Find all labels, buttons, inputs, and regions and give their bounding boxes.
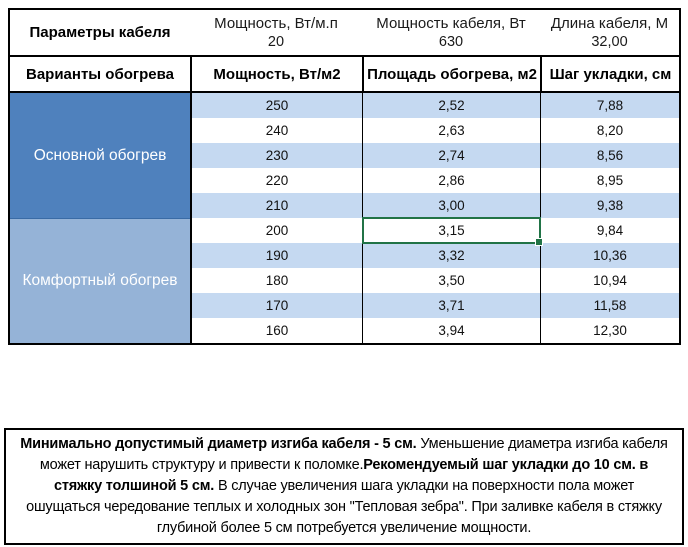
- note-text: Минимально допустимый диаметр изгиба каб…: [18, 434, 670, 539]
- cell-step[interactable]: 11,58: [540, 293, 679, 318]
- table-row: 180 3,50 10,94: [190, 268, 679, 293]
- cell-power[interactable]: 210: [190, 193, 362, 218]
- value-rows: 250 2,52 7,88 240 2,63 8,20 230 2,74 8,5…: [190, 93, 679, 343]
- cell-area[interactable]: 2,52: [362, 93, 540, 118]
- cable-calc-table: Параметры кабеля Мощность, Вт/м.п 20 Мощ…: [8, 8, 681, 345]
- header-cell-power[interactable]: Мощность, Вт/м2: [190, 57, 362, 91]
- table-row: 160 3,94 12,30: [190, 318, 679, 343]
- note-segment-bold: Минимально допустимый диаметр изгиба каб…: [20, 436, 417, 452]
- table-row: 230 2,74 8,56: [190, 143, 679, 168]
- section-column: Основной обогрев Комфортный обогрев: [10, 93, 190, 343]
- cell-step[interactable]: 8,20: [540, 118, 679, 143]
- cell-area[interactable]: 3,32: [362, 243, 540, 268]
- table-row: 250 2,52 7,88: [190, 93, 679, 118]
- note-box[interactable]: Минимально допустимый диаметр изгиба каб…: [4, 428, 684, 545]
- param-value-power-per-m: 20: [267, 34, 285, 50]
- param-label-cable-power: Мощность кабеля, Вт: [376, 15, 526, 32]
- section-comfort-heating[interactable]: Комфортный обогрев: [10, 218, 190, 343]
- heating-header-row: Варианты обогрева Мощность, Вт/м2 Площад…: [10, 55, 679, 93]
- param-value-cable-power: 630: [438, 34, 464, 50]
- table-row: 170 3,71 11,58: [190, 293, 679, 318]
- heating-body: Основной обогрев Комфортный обогрев 250 …: [10, 93, 679, 343]
- cell-step[interactable]: 12,30: [540, 318, 679, 343]
- header-cell-variants[interactable]: Варианты обогрева: [26, 65, 174, 83]
- param-label-cable-length: Длина кабеля, М: [550, 15, 669, 32]
- param-cell-power-per-m[interactable]: Мощность, Вт/м.п 20: [190, 10, 362, 55]
- cell-area[interactable]: 2,86: [362, 168, 540, 193]
- cell-area[interactable]: 3,50: [362, 268, 540, 293]
- note-segment: В случае увеличения шага укладки на пове…: [26, 478, 662, 536]
- cell-step[interactable]: 10,94: [540, 268, 679, 293]
- cell-power[interactable]: 230: [190, 143, 362, 168]
- cell-power[interactable]: 200: [190, 218, 362, 243]
- cell-step[interactable]: 10,36: [540, 243, 679, 268]
- table-row: 190 3,32 10,36: [190, 243, 679, 268]
- cable-params-title: Параметры кабеля: [29, 24, 171, 41]
- cell-power[interactable]: 240: [190, 118, 362, 143]
- cell-area[interactable]: 2,74: [362, 143, 540, 168]
- param-value-cable-length: 32,00: [591, 34, 628, 50]
- cell-step[interactable]: 8,95: [540, 168, 679, 193]
- cell-area[interactable]: 2,63: [362, 118, 540, 143]
- cell-step[interactable]: 9,84: [540, 218, 679, 243]
- cable-params-block: Параметры кабеля Мощность, Вт/м.п 20 Мощ…: [10, 10, 679, 55]
- header-cell-step[interactable]: Шаг укладки, см: [540, 57, 679, 91]
- table-row: 220 2,86 8,95: [190, 168, 679, 193]
- cell-power[interactable]: 220: [190, 168, 362, 193]
- cell-power[interactable]: 180: [190, 268, 362, 293]
- cell-power[interactable]: 160: [190, 318, 362, 343]
- param-label-power-per-m: Мощность, Вт/м.п: [214, 15, 338, 32]
- section-primary-heating[interactable]: Основной обогрев: [10, 93, 190, 218]
- cell-step[interactable]: 8,56: [540, 143, 679, 168]
- cell-area[interactable]: 3,00: [362, 193, 540, 218]
- table-row: 200 3,15 9,84: [190, 217, 679, 246]
- table-row: 240 2,63 8,20: [190, 118, 679, 143]
- table-row: 210 3,00 9,38: [190, 193, 679, 218]
- param-cell-cable-length[interactable]: Длина кабеля, М 32,00: [540, 10, 679, 55]
- note-segment-bold: Рекомендуемый шаг укладки до 10 см. в ст…: [53, 457, 649, 494]
- fill-handle[interactable]: [535, 238, 543, 246]
- note-segment: Уменьшение диаметра изгиба кабеля может …: [39, 436, 668, 473]
- cell-area[interactable]: 3,94: [362, 318, 540, 343]
- header-cell-area[interactable]: Площадь обогрева, м2: [362, 57, 540, 91]
- cell-area[interactable]: 3,71: [362, 293, 540, 318]
- cell-power[interactable]: 190: [190, 243, 362, 268]
- cell-step[interactable]: 7,88: [540, 93, 679, 118]
- param-cell-cable-power[interactable]: Мощность кабеля, Вт 630: [362, 10, 540, 55]
- cell-power[interactable]: 250: [190, 93, 362, 118]
- cell-step[interactable]: 9,38: [540, 193, 679, 218]
- cell-power[interactable]: 170: [190, 293, 362, 318]
- selected-cell[interactable]: 3,15: [362, 217, 543, 246]
